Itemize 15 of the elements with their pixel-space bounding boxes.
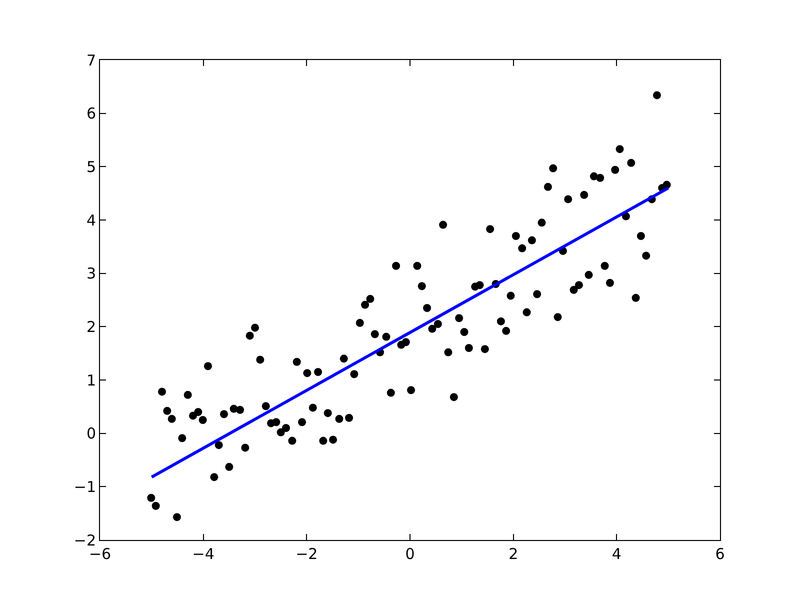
y-tick-label: 3 <box>86 264 96 283</box>
y-tick-label: 4 <box>86 211 96 230</box>
x-tick-label: −4 <box>192 545 214 563</box>
y-tick-label: −1 <box>74 478 96 496</box>
y-tick-label: 6 <box>86 104 96 123</box>
y-tick-label: 0 <box>86 424 96 443</box>
y-tick-label: 2 <box>86 318 96 336</box>
x-tick-label: −2 <box>296 545 318 563</box>
x-tick-label: 0 <box>405 545 415 563</box>
x-tick-label: 4 <box>612 545 622 563</box>
x-tick-label: 2 <box>508 545 518 563</box>
x-tick-label: 6 <box>715 545 725 563</box>
y-tick-label: 1 <box>86 371 96 390</box>
y-tick-label: 7 <box>86 51 96 70</box>
y-tick-label: 5 <box>86 158 96 176</box>
